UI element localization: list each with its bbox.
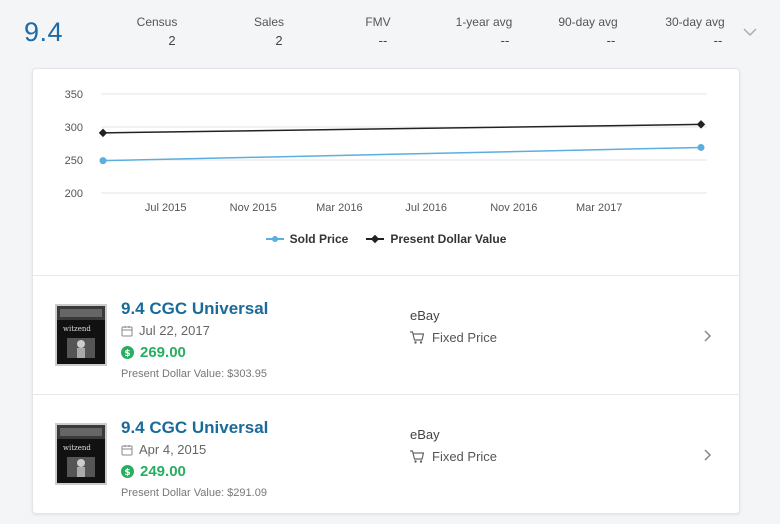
x-tick-label: Nov 2015 [230,202,277,214]
y-tick-label: 350 [65,89,83,101]
divider [33,394,739,395]
sale-price: $ 269.00 [121,344,186,361]
svg-text:$: $ [124,349,130,359]
stat-label: 90-day avg [558,15,618,29]
sale-type: Fixed Price [410,449,497,464]
x-tick-label: Jul 2016 [405,202,447,214]
sale-row[interactable]: witzend 9.4 CGC Universal Apr 4, 2015 $ … [33,395,739,513]
stat-label: 1-year avg [455,15,513,29]
cart-icon [410,450,424,463]
series-line [102,123,702,134]
sale-present-dollar-value: Present Dollar Value: $303.95 [121,368,267,380]
stat-sales: Sales 2 [224,15,314,48]
data-point[interactable] [98,128,108,138]
legend-label: Sold Price [289,232,349,246]
stat-value: -- [713,33,723,48]
stat-value: -- [378,33,388,48]
chevron-down-icon[interactable] [741,23,759,41]
sale-source: eBay [410,427,440,442]
chart-grid [101,93,707,194]
data-point[interactable] [697,143,705,151]
chevron-right-icon[interactable] [701,448,713,462]
legend-marker-sold [265,236,284,242]
stat-value: -- [500,33,510,48]
grade-summary-header[interactable]: 9.4 Census 2 Sales 2 FMV -- 1-year avg -… [0,0,780,62]
sale-date: Jul 22, 2017 [121,323,210,338]
x-tick-label: Mar 2017 [576,202,622,214]
sale-price-text: 249.00 [140,463,186,480]
stat-value: -- [606,33,616,48]
sale-title[interactable]: 9.4 CGC Universal [121,418,269,437]
sale-title[interactable]: 9.4 CGC Universal [121,299,269,318]
price-chart: 350 300 250 200 Jul 2015 Nov 2015 Mar 2016 Jul… [33,69,739,275]
legend-sold-price[interactable]: Sold Price [265,229,349,249]
y-tick-label: 200 [65,188,83,200]
sale-type: Fixed Price [410,330,497,345]
calendar-icon [121,444,133,455]
x-tick-label: Nov 2016 [490,202,537,214]
stat-90-day-avg: 90-day avg -- [543,15,633,48]
sale-date: Apr 4, 2015 [121,442,206,457]
dollar-coin-icon: $ [121,346,134,359]
comic-cover-image: witzend [57,306,105,358]
sale-source: eBay [410,308,440,323]
grade-value: 9.4 [24,17,64,47]
sale-row[interactable]: witzend 9.4 CGC Universal Jul 22, 2017 $… [33,276,739,394]
sale-price: $ 249.00 [121,463,186,480]
sales-card: 350 300 250 200 Jul 2015 Nov 2015 Mar 2016 Jul… [32,68,740,514]
svg-text:$: $ [124,468,130,478]
stat-value: 2 [168,33,176,48]
y-tick-label: 300 [65,122,83,134]
legend-present-dollar-value[interactable]: Present Dollar Value [366,229,506,249]
sale-date-text: Apr 4, 2015 [139,442,207,457]
chevron-right-icon[interactable] [701,329,713,343]
thumb-text: witzend [63,444,91,452]
x-axis-ticks: Jul 2015 Nov 2015 Mar 2016 Jul 2016 Nov 2016… [145,202,623,214]
thumb-text: witzend [63,325,91,333]
series-line [102,146,702,162]
stat-value: 2 [275,33,283,48]
stat-label: 30-day avg [665,15,725,29]
sale-present-dollar-value: Present Dollar Value: $291.09 [121,487,267,499]
stat-1-year-avg: 1-year avg -- [439,15,529,48]
stat-label: Census [136,15,178,29]
sale-type-text: Fixed Price [432,330,498,345]
comic-cover-image: witzend [57,425,105,477]
y-tick-label: 250 [65,155,83,167]
stat-census: Census 2 [112,15,202,48]
calendar-icon [121,325,133,336]
x-tick-label: Jul 2015 [145,202,187,214]
legend-label: Present Dollar Value [390,232,507,246]
divider [33,275,739,276]
comic-thumbnail[interactable]: witzend [55,423,107,485]
sale-date-text: Jul 22, 2017 [139,323,210,338]
stat-label: Sales [253,15,285,29]
chart-legend: Sold Price Present Dollar Value [33,229,739,249]
stat-fmv: FMV -- [333,15,423,48]
comic-thumbnail[interactable]: witzend [55,304,107,366]
stat-label: FMV [365,15,391,29]
sale-price-text: 269.00 [140,344,186,361]
legend-marker-pdv [366,234,385,244]
chart-series [98,120,706,165]
data-point[interactable] [99,157,107,165]
cart-icon [410,331,424,344]
y-axis-ticks: 350 300 250 200 [65,89,83,200]
dollar-coin-icon: $ [121,465,134,478]
stat-30-day-avg: 30-day avg -- [650,15,740,48]
sale-type-text: Fixed Price [432,449,498,464]
x-tick-label: Mar 2016 [316,202,362,214]
